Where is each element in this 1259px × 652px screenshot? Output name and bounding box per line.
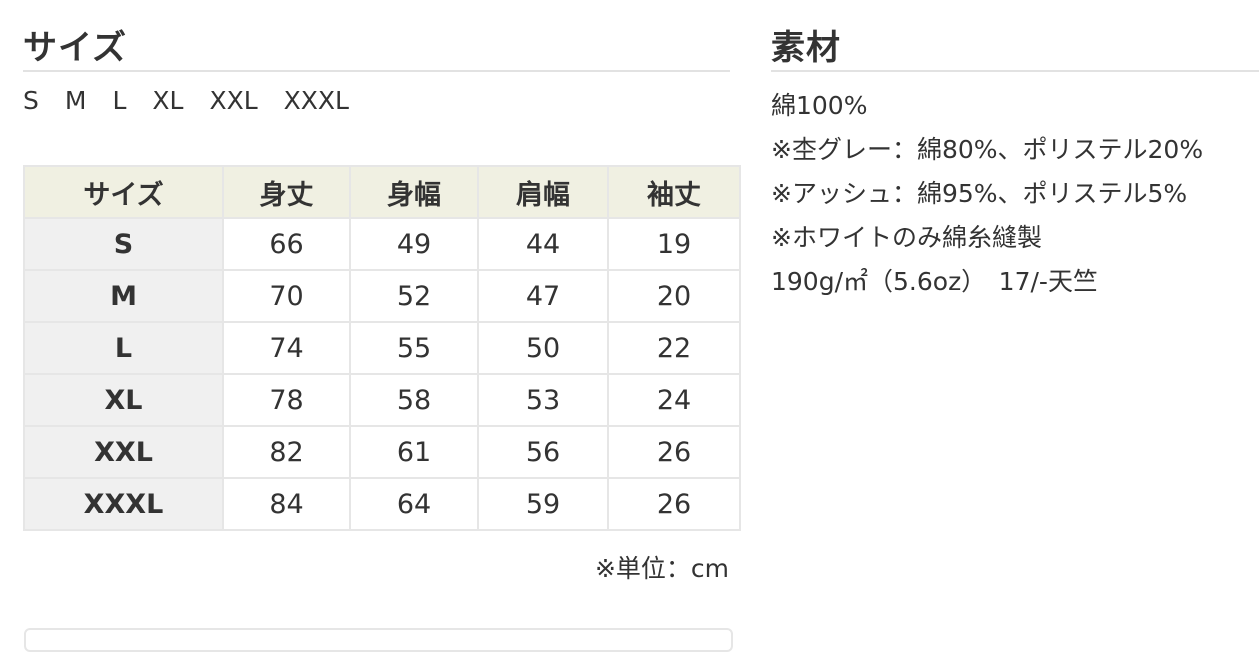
- material-list: 綿100% ※杢グレー：綿80%、ポリステル20% ※アッシュ：綿95%、ポリステル…: [771, 84, 1203, 304]
- material-line: 190g/㎡（5.6oz） 17/-天竺: [771, 267, 1098, 296]
- measurement-cell: 55: [349, 321, 479, 375]
- material-line: 綿100%: [771, 91, 868, 120]
- column-header: 肩幅: [477, 165, 609, 219]
- measurement-cell: 19: [607, 217, 741, 271]
- size-cell: XL: [23, 373, 224, 427]
- measurement-cell: 64: [349, 477, 479, 531]
- size-cell: M: [23, 269, 224, 323]
- size-list: S M L XL XXL XXXL: [23, 86, 375, 115]
- measurement-cell: 26: [607, 477, 741, 531]
- material-heading-divider: [771, 70, 1259, 72]
- column-header: 身丈: [222, 165, 351, 219]
- size-option: S: [23, 86, 39, 115]
- size-option: XXXL: [283, 86, 349, 115]
- measurement-cell: 26: [607, 425, 741, 479]
- material-heading: 素材: [771, 28, 841, 68]
- column-header: サイズ: [23, 165, 224, 219]
- size-option: XL: [152, 86, 184, 115]
- size-heading-divider: [23, 70, 730, 72]
- table-row: S 66 49 44 19: [23, 217, 741, 271]
- size-heading: サイズ: [23, 28, 127, 68]
- measurement-cell: 20: [607, 269, 741, 323]
- table-row: XXL 82 61 56 26: [23, 425, 741, 479]
- measurement-cell: 59: [477, 477, 609, 531]
- table-row: XL 78 58 53 24: [23, 373, 741, 427]
- column-header: 袖丈: [607, 165, 741, 219]
- measurement-cell: 44: [477, 217, 609, 271]
- measurement-cell: 70: [222, 269, 351, 323]
- measurement-cell: 56: [477, 425, 609, 479]
- measurement-cell: 22: [607, 321, 741, 375]
- material-line: ※ホワイトのみ綿糸縫製: [771, 223, 1042, 252]
- measurement-cell: 53: [477, 373, 609, 427]
- measurement-cell: 66: [222, 217, 351, 271]
- size-cell: XXXL: [23, 477, 224, 531]
- table-row: XXXL 84 64 59 26: [23, 477, 741, 531]
- material-line: ※杢グレー：綿80%、ポリステル20%: [771, 135, 1204, 164]
- material-line: ※アッシュ：綿95%、ポリステル5%: [771, 179, 1188, 208]
- size-cell: XXL: [23, 425, 224, 479]
- size-option: M: [64, 86, 87, 115]
- measurement-cell: 52: [349, 269, 479, 323]
- table-row: M 70 52 47 20: [23, 269, 741, 323]
- measurement-cell: 84: [222, 477, 351, 531]
- unit-note: ※単位：cm: [594, 554, 729, 583]
- measurement-cell: 49: [349, 217, 479, 271]
- measurement-cell: 58: [349, 373, 479, 427]
- measurement-cell: 24: [607, 373, 741, 427]
- measurement-cell: 74: [222, 321, 351, 375]
- measurement-cell: 82: [222, 425, 351, 479]
- size-option: L: [112, 86, 127, 115]
- size-table: サイズ 身丈 身幅 肩幅 袖丈 S 66 49 44 19 M 70 52 47 20 L 74 55 50 22 X…: [23, 165, 741, 531]
- size-option: XXL: [209, 86, 258, 115]
- measurement-cell: 50: [477, 321, 609, 375]
- size-cell: S: [23, 217, 224, 271]
- measurement-cell: 61: [349, 425, 479, 479]
- size-cell: L: [23, 321, 224, 375]
- column-header: 身幅: [349, 165, 479, 219]
- measurement-cell: 78: [222, 373, 351, 427]
- table-row: L 74 55 50 22: [23, 321, 741, 375]
- table-header-row: サイズ 身丈 身幅 肩幅 袖丈: [23, 165, 741, 219]
- measurement-cell: 47: [477, 269, 609, 323]
